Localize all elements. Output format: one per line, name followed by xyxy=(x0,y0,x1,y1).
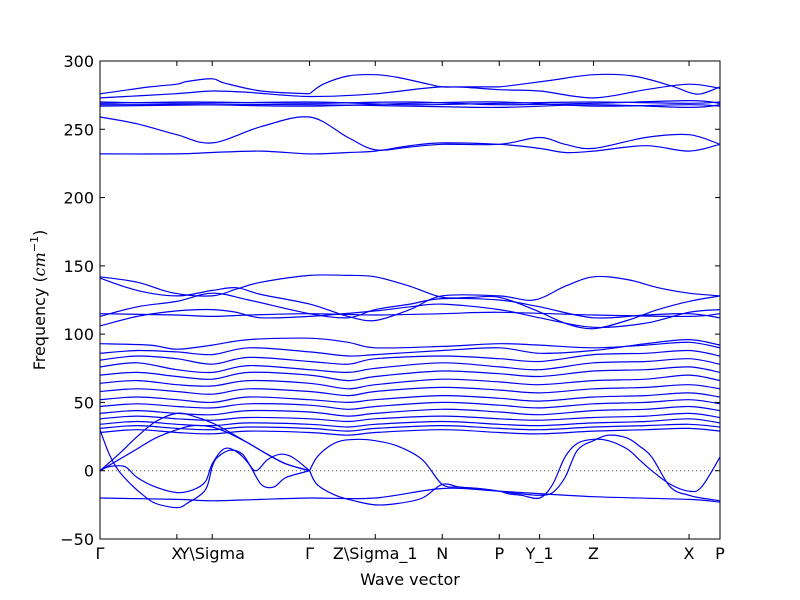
band-line-34 xyxy=(309,438,721,500)
x-tick-label: P xyxy=(715,544,725,563)
band-line-36 xyxy=(99,487,721,503)
y-tick-label: 50 xyxy=(74,393,94,412)
band-line-18 xyxy=(99,349,721,365)
band-line-24 xyxy=(99,399,721,410)
band-line-33 xyxy=(99,429,310,509)
x-tick-label: Z\Sigma_1 xyxy=(333,544,418,564)
x-tick-label: X xyxy=(684,544,695,563)
band-line-15 xyxy=(99,311,721,318)
y-tick-label: 100 xyxy=(63,325,94,344)
plot-frame xyxy=(99,60,721,540)
band-line-9 xyxy=(99,116,721,151)
x-tick-label: Y_1 xyxy=(525,544,554,564)
x-tick-label: P xyxy=(494,544,504,563)
y-axis-label: Frequency (cm−1) xyxy=(28,230,49,371)
y-tick-label: 200 xyxy=(63,189,94,208)
band-line-21 xyxy=(99,374,721,390)
series-layer xyxy=(99,73,721,509)
band-line-20 xyxy=(99,366,721,382)
band-line-10 xyxy=(99,142,721,155)
x-tick-label: Y\Sigma xyxy=(179,544,245,563)
band-line-4 xyxy=(99,83,721,99)
x-axis-label: Wave vector xyxy=(360,570,460,589)
band-line-12 xyxy=(99,275,721,322)
y-tick-label: 150 xyxy=(63,257,94,276)
band-line-13 xyxy=(99,292,721,319)
band-line-26 xyxy=(99,412,721,423)
band-line-14 xyxy=(99,303,721,329)
band-line-3 xyxy=(499,73,721,95)
y-tick-label: 0 xyxy=(84,462,94,481)
band-line-19 xyxy=(99,358,721,374)
band-line-27 xyxy=(99,418,721,428)
band-line-5 xyxy=(99,101,721,106)
x-tick-label: Z xyxy=(588,544,599,563)
band-line-28 xyxy=(99,423,721,432)
band-line-23 xyxy=(99,392,721,404)
band-line-8 xyxy=(99,103,721,109)
band-line-1 xyxy=(99,78,310,95)
y-tick-label: −50 xyxy=(60,530,94,549)
band-line-17 xyxy=(99,338,721,357)
x-tick-label: Γ xyxy=(96,544,105,563)
y-tick-label: 300 xyxy=(63,52,94,71)
y-tick-label: 250 xyxy=(63,120,94,139)
band-line-31 xyxy=(99,424,310,472)
band-line-32 xyxy=(99,447,310,494)
band-line-16 xyxy=(99,337,721,350)
band-line-11 xyxy=(99,274,721,330)
x-tick-label: N xyxy=(436,544,448,563)
band-line-29 xyxy=(99,427,721,436)
x-tick-label: Γ xyxy=(305,544,314,563)
band-line-35 xyxy=(309,434,721,506)
band-line-22 xyxy=(99,384,721,397)
x-tick-label: X xyxy=(171,544,182,563)
